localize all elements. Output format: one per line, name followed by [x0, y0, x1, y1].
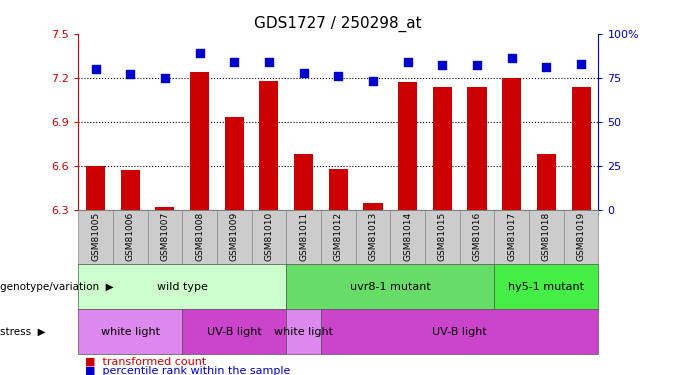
Point	[437, 63, 447, 69]
Point	[541, 64, 551, 70]
Point	[471, 63, 482, 69]
Text: hy5-1 mutant: hy5-1 mutant	[509, 282, 584, 292]
Bar	[390, 210, 425, 264]
Text: GSM81006: GSM81006	[126, 211, 135, 261]
Bar	[217, 210, 252, 264]
Bar	[224, 117, 244, 210]
Point	[90, 66, 101, 72]
Bar	[148, 210, 182, 264]
Point	[228, 59, 239, 65]
Bar	[286, 309, 321, 354]
Text: UV-B light: UV-B light	[207, 327, 262, 337]
Bar	[120, 170, 140, 210]
Bar	[398, 82, 418, 210]
Bar	[113, 210, 148, 264]
Text: GSM81017: GSM81017	[507, 211, 516, 261]
Bar	[432, 87, 452, 210]
Bar	[425, 210, 460, 264]
Point	[367, 78, 378, 84]
Text: GSM81018: GSM81018	[542, 211, 551, 261]
Text: ■  percentile rank within the sample: ■ percentile rank within the sample	[85, 366, 290, 375]
Text: genotype/variation  ▶: genotype/variation ▶	[0, 282, 114, 292]
Bar	[328, 169, 348, 210]
Point	[298, 69, 309, 75]
Bar	[78, 309, 182, 354]
Text: white light: white light	[274, 327, 333, 337]
Bar	[252, 210, 286, 264]
Text: white light: white light	[101, 327, 160, 337]
Bar	[321, 210, 356, 264]
Point	[159, 75, 170, 81]
Bar	[356, 210, 390, 264]
Text: GSM81013: GSM81013	[369, 211, 377, 261]
Text: GSM81012: GSM81012	[334, 211, 343, 261]
Bar	[571, 87, 591, 210]
Text: GSM81007: GSM81007	[160, 211, 169, 261]
Bar	[78, 264, 286, 309]
Bar	[86, 166, 105, 210]
Point	[263, 59, 274, 65]
Point	[575, 61, 586, 67]
Bar	[259, 81, 279, 210]
Bar	[286, 210, 321, 264]
Text: GSM81010: GSM81010	[265, 211, 273, 261]
Bar	[190, 72, 209, 210]
Bar	[467, 87, 487, 210]
Bar	[182, 210, 217, 264]
Text: GSM81011: GSM81011	[299, 211, 308, 261]
Bar	[502, 78, 522, 210]
Bar	[494, 264, 598, 309]
Bar	[155, 207, 175, 210]
Bar	[294, 154, 313, 210]
Bar	[537, 154, 556, 210]
Point	[194, 50, 205, 56]
Text: GSM81014: GSM81014	[403, 211, 412, 261]
Text: ■  transformed count: ■ transformed count	[85, 357, 206, 367]
Point	[402, 59, 413, 65]
Bar	[460, 210, 494, 264]
Text: GSM81005: GSM81005	[91, 211, 100, 261]
Bar	[564, 210, 598, 264]
Text: GSM81019: GSM81019	[577, 211, 585, 261]
Point	[506, 56, 517, 62]
Text: wild type: wild type	[157, 282, 207, 292]
Bar	[363, 202, 383, 210]
Text: GSM81008: GSM81008	[195, 211, 204, 261]
Text: GSM81015: GSM81015	[438, 211, 447, 261]
Bar	[182, 309, 286, 354]
Point	[124, 71, 135, 77]
Text: UV-B light: UV-B light	[432, 327, 487, 337]
Bar	[494, 210, 529, 264]
Title: GDS1727 / 250298_at: GDS1727 / 250298_at	[254, 16, 422, 32]
Text: GSM81016: GSM81016	[473, 211, 481, 261]
Bar	[286, 264, 494, 309]
Text: GSM81009: GSM81009	[230, 211, 239, 261]
Bar	[321, 309, 598, 354]
Point	[333, 73, 343, 79]
Bar	[78, 210, 113, 264]
Bar	[529, 210, 564, 264]
Text: uvr8-1 mutant: uvr8-1 mutant	[350, 282, 430, 292]
Text: stress  ▶: stress ▶	[0, 327, 46, 337]
